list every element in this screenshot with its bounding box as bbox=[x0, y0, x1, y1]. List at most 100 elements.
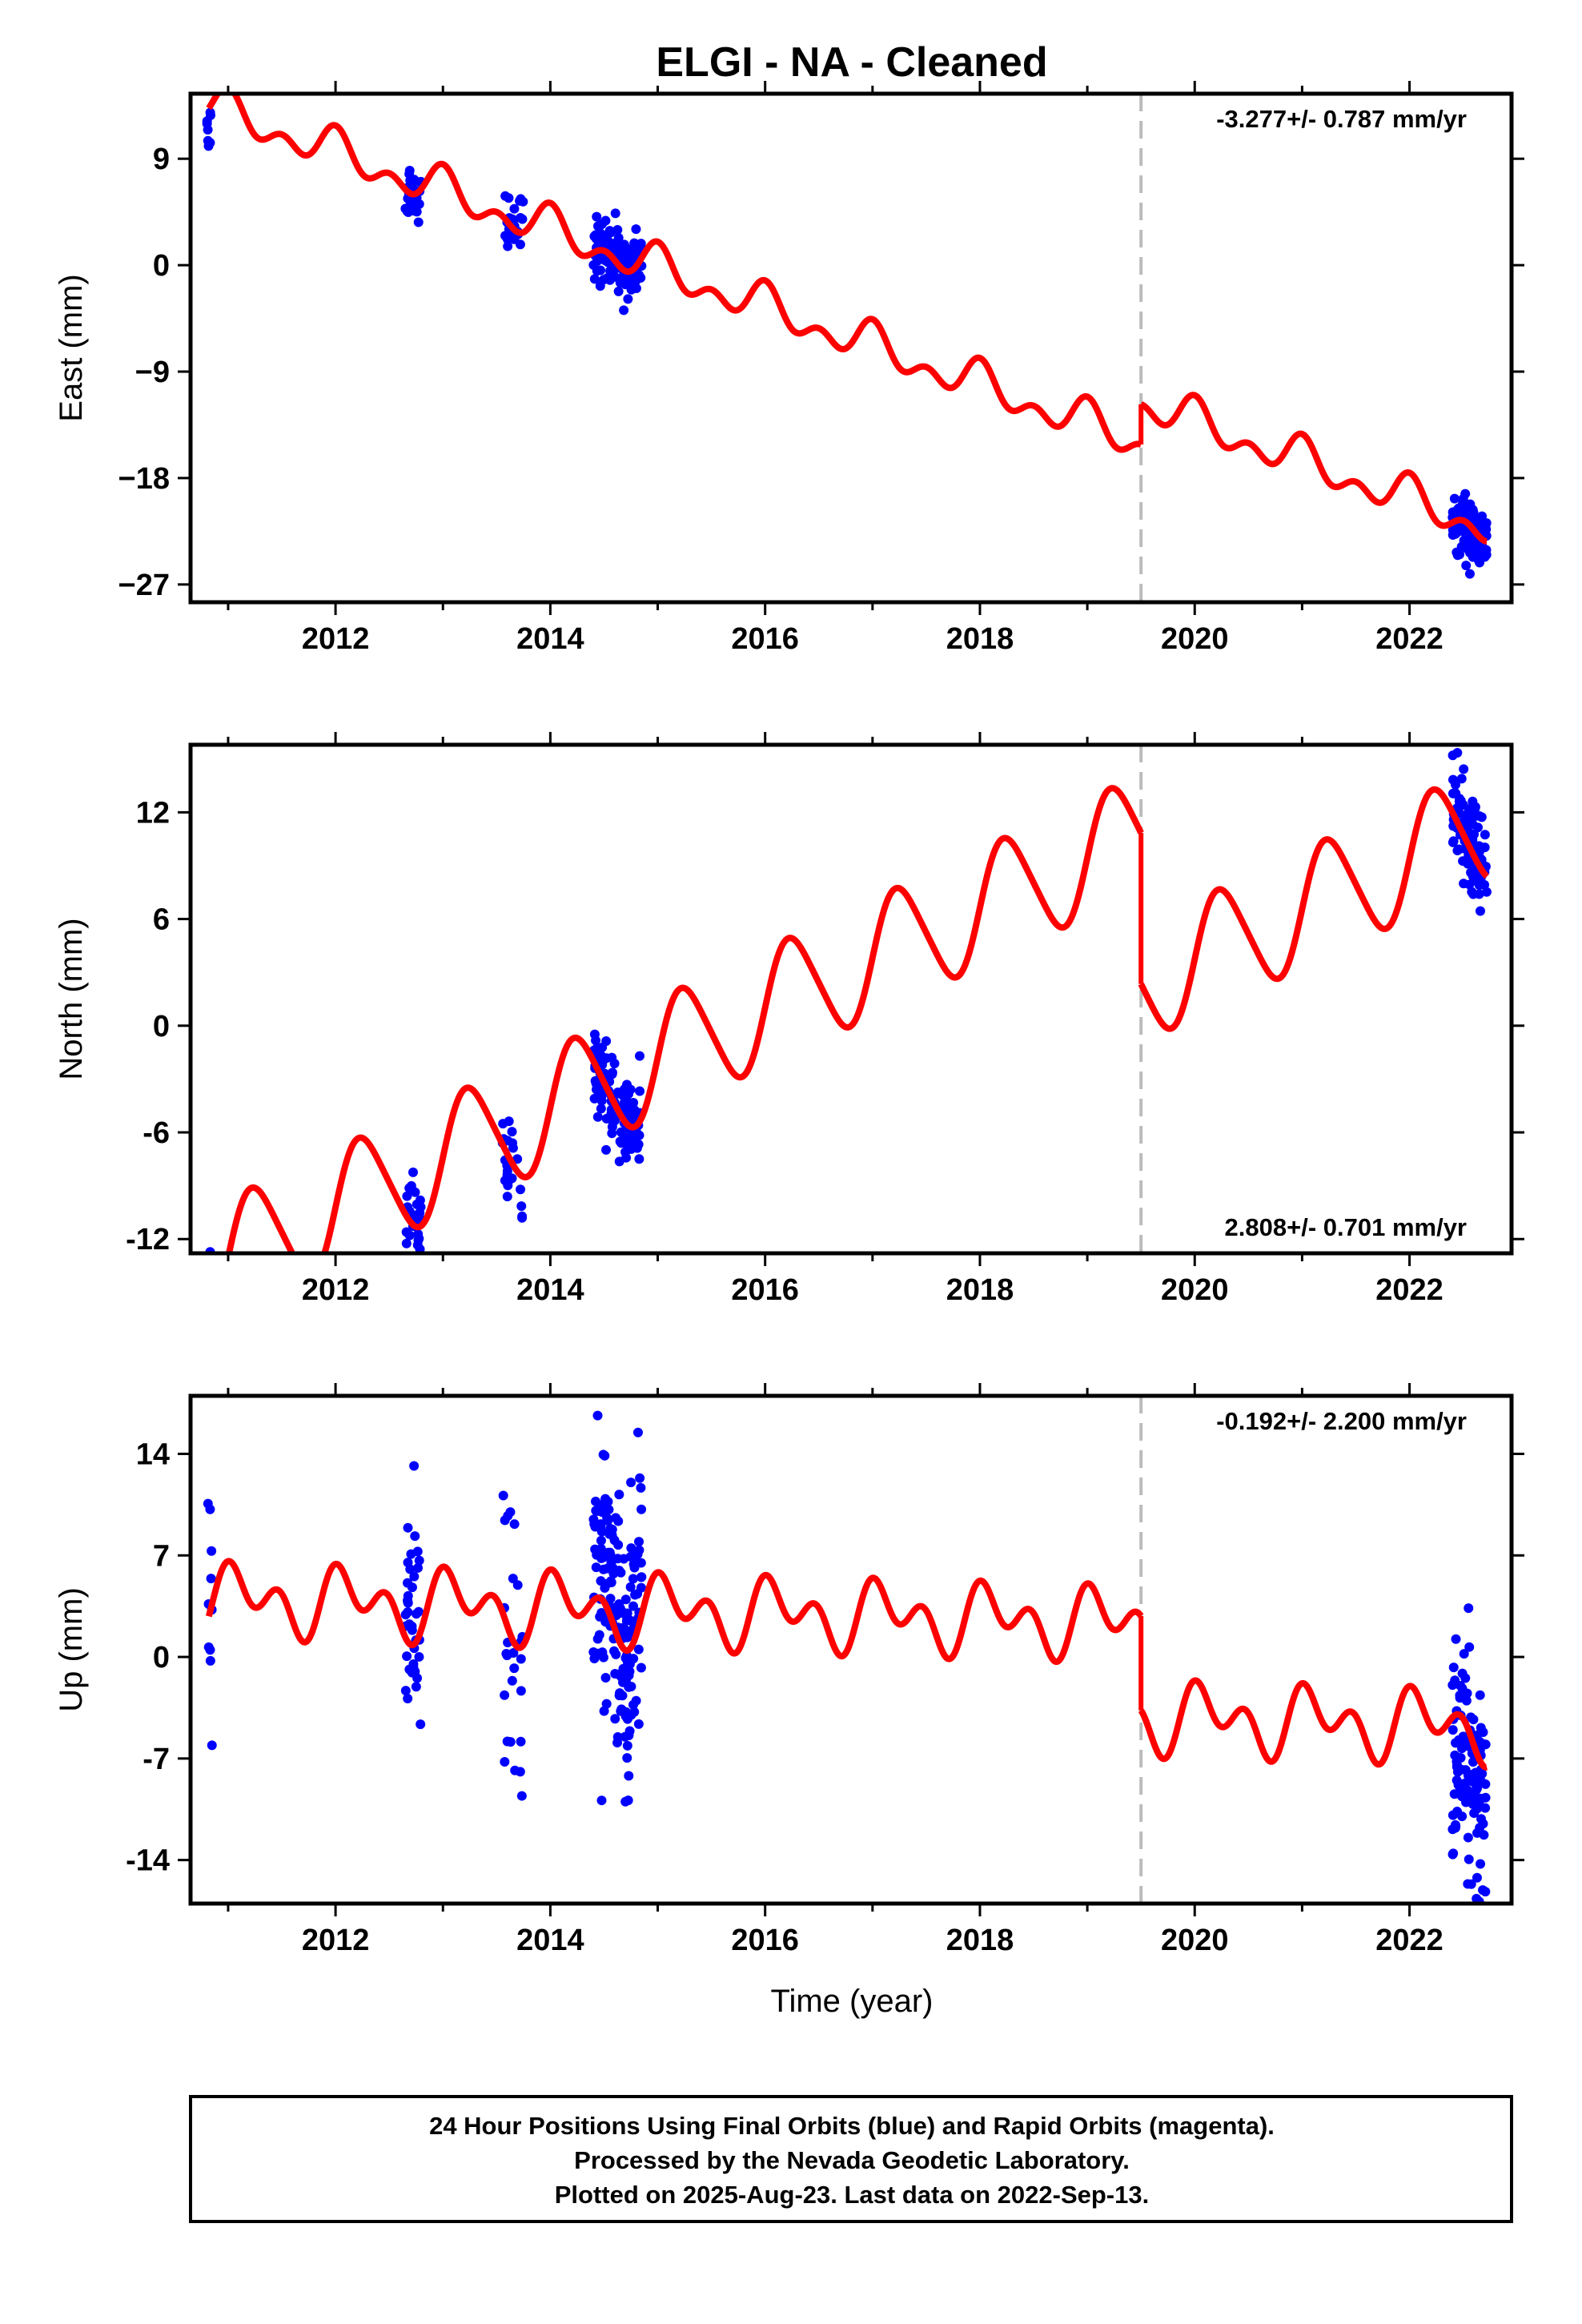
x-tick-label: 2022 bbox=[1375, 1924, 1443, 1957]
data-point bbox=[509, 1519, 520, 1530]
data-point bbox=[516, 1791, 527, 1801]
data-point bbox=[624, 1659, 635, 1669]
plot-frame bbox=[188, 742, 1514, 1256]
y-tick-label: 14 bbox=[136, 1437, 170, 1471]
data-point bbox=[632, 1549, 643, 1559]
data-point bbox=[615, 277, 625, 287]
velocity-label: -3.277+/- 0.787 mm/yr bbox=[1216, 105, 1467, 133]
data-point bbox=[1459, 499, 1469, 509]
data-point bbox=[596, 1500, 607, 1510]
y-tick-label: 0 bbox=[153, 1641, 170, 1675]
data-point bbox=[203, 1272, 213, 1281]
data-point bbox=[617, 247, 628, 258]
data-point bbox=[606, 1577, 616, 1587]
y-tick-label: −18 bbox=[118, 462, 170, 496]
data-point bbox=[1456, 774, 1467, 784]
data-point bbox=[634, 270, 644, 280]
data-point bbox=[611, 1513, 621, 1523]
model-segment bbox=[1138, 392, 1490, 545]
data-point bbox=[612, 1554, 623, 1564]
data-point bbox=[501, 1649, 512, 1659]
data-point bbox=[629, 1562, 640, 1573]
data-point bbox=[622, 1714, 632, 1724]
model-segment bbox=[1138, 1677, 1490, 1771]
x-tick-label: 2022 bbox=[1375, 1273, 1443, 1307]
x-tick-label: 2020 bbox=[1161, 1924, 1229, 1957]
data-point bbox=[516, 1654, 526, 1664]
data-point bbox=[203, 125, 213, 135]
panels: 2012 2014 2016 2018 2020 2022 9 0 −9 −18 −27 East (… bbox=[54, 81, 1524, 1957]
data-point bbox=[515, 195, 525, 206]
y-axis-label: North (mm) bbox=[54, 918, 89, 1080]
data-point bbox=[596, 1104, 606, 1114]
data-point bbox=[410, 1531, 420, 1542]
data-point bbox=[516, 1201, 527, 1212]
data-point bbox=[598, 1449, 608, 1460]
data-point bbox=[1468, 1771, 1479, 1782]
data-point bbox=[614, 1691, 624, 1701]
x-tick-label: 2020 bbox=[1161, 1273, 1229, 1307]
x-tick-label: 2012 bbox=[302, 1273, 370, 1307]
x-tick-label: 2012 bbox=[302, 622, 370, 656]
data-point bbox=[631, 224, 641, 235]
data-point bbox=[595, 239, 605, 249]
data-point bbox=[610, 239, 620, 250]
x-tick-label: 2014 bbox=[516, 1273, 584, 1307]
data-point bbox=[601, 1113, 612, 1124]
data-point bbox=[1480, 1779, 1491, 1789]
data-point bbox=[412, 1673, 423, 1683]
data-point bbox=[592, 1550, 602, 1560]
y-tick-label: 12 bbox=[136, 796, 170, 830]
data-point bbox=[628, 1574, 638, 1584]
data-point bbox=[516, 1184, 526, 1195]
data-point bbox=[636, 1482, 646, 1493]
data-point bbox=[596, 1795, 607, 1806]
data-point bbox=[622, 1612, 632, 1622]
data-point bbox=[409, 1461, 420, 1471]
data-point bbox=[412, 207, 422, 217]
data-point bbox=[1452, 1756, 1462, 1767]
data-points bbox=[203, 1410, 1491, 1904]
model-fit bbox=[225, 785, 1490, 1253]
x-axis-label: Time (year) bbox=[771, 1984, 934, 2019]
data-point bbox=[401, 1227, 412, 1237]
data-point bbox=[597, 229, 608, 239]
data-point bbox=[1449, 1789, 1460, 1799]
data-point bbox=[1459, 1649, 1469, 1659]
data-point bbox=[498, 1119, 508, 1129]
data-point bbox=[635, 1473, 645, 1483]
data-point bbox=[402, 1191, 412, 1201]
data-point bbox=[616, 1138, 626, 1148]
data-point bbox=[611, 1649, 621, 1659]
data-point bbox=[1477, 511, 1488, 521]
footer-line-3: Plotted on 2025-Aug-23. Last data on 202… bbox=[555, 2181, 1149, 2209]
y-tick-label: -6 bbox=[143, 1116, 170, 1150]
data-point bbox=[624, 1730, 634, 1740]
data-point bbox=[402, 1651, 412, 1662]
footer-box bbox=[189, 2095, 1513, 2223]
data-point bbox=[508, 1648, 519, 1659]
data-point bbox=[589, 231, 600, 242]
y-tick-label: 9 bbox=[153, 143, 170, 176]
data-point bbox=[601, 1699, 612, 1709]
data-point bbox=[603, 1515, 613, 1526]
data-point bbox=[1481, 887, 1492, 897]
data-point bbox=[412, 1609, 422, 1619]
data-point bbox=[600, 1672, 611, 1683]
data-point bbox=[613, 1540, 624, 1550]
data-point bbox=[601, 1144, 612, 1155]
data-point bbox=[510, 1765, 520, 1775]
chart-title: ELGI - NA - Cleaned bbox=[656, 39, 1047, 86]
data-point bbox=[413, 217, 424, 227]
data-point bbox=[500, 1690, 510, 1700]
data-point bbox=[628, 1601, 638, 1611]
data-point bbox=[1470, 802, 1480, 812]
data-point bbox=[502, 1192, 512, 1202]
x-tick-label: 2016 bbox=[731, 1924, 799, 1957]
data-point bbox=[1460, 1778, 1470, 1788]
data-point bbox=[592, 1410, 603, 1421]
footer-line-1: 24 Hour Positions Using Final Orbits (bl… bbox=[429, 2112, 1275, 2140]
data-point bbox=[633, 1719, 644, 1729]
panel-east: 2012 2014 2016 2018 2020 2022 9 0 −9 −18 −27 East (… bbox=[54, 81, 1524, 656]
